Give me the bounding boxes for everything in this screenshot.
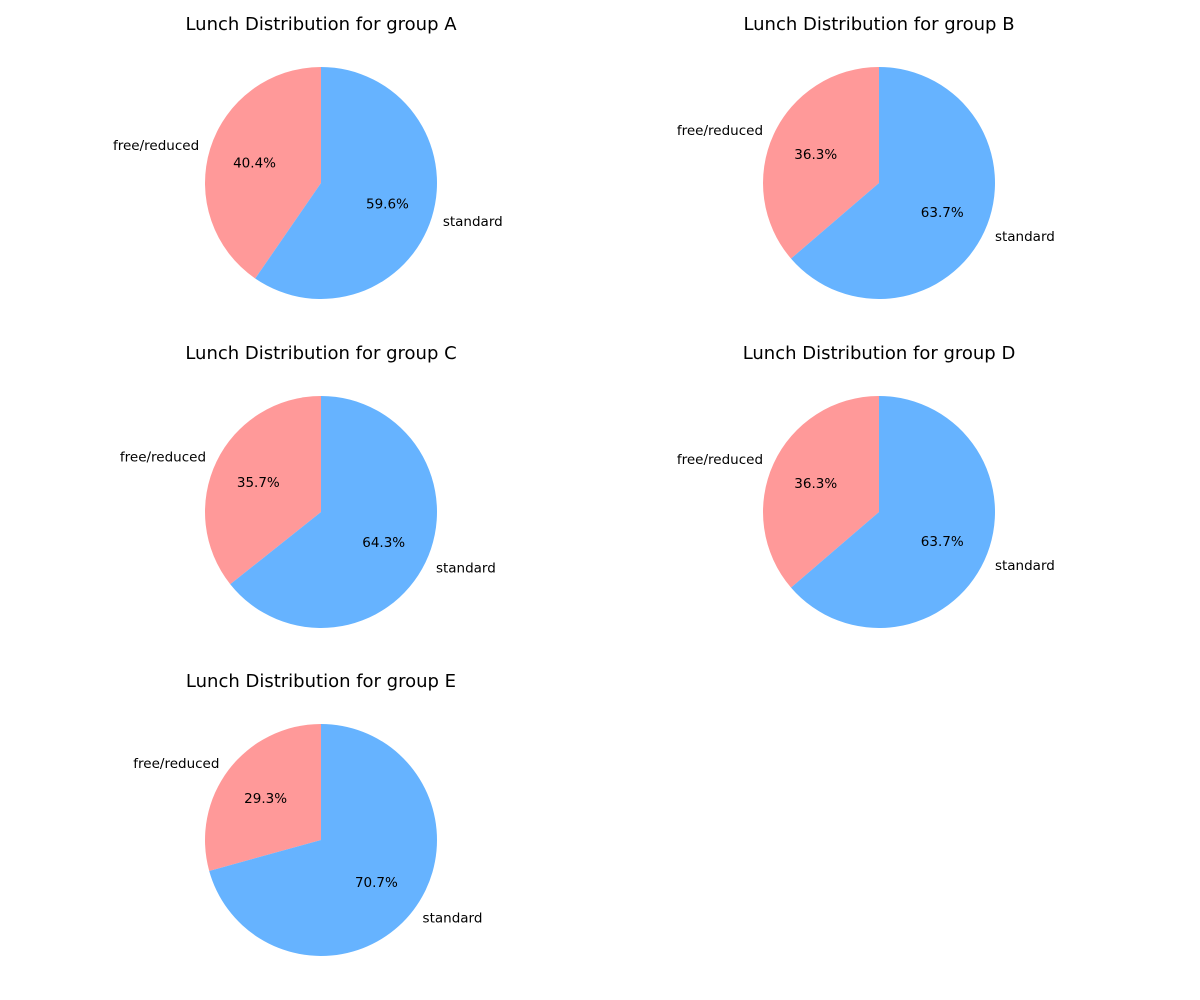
pie-chart-1: Lunch Distribution for group B 36.3% free/… <box>677 14 1055 299</box>
chart-title: Lunch Distribution for group E <box>186 671 456 692</box>
percent-label: 29.3% <box>244 791 287 807</box>
pie-slice-standard <box>791 396 996 629</box>
percent-label: 63.7% <box>921 205 964 221</box>
percent-label: 35.7% <box>237 475 280 491</box>
category-label: free/reduced <box>133 756 219 772</box>
pie-chart-3: Lunch Distribution for group D 36.3% free/… <box>677 343 1055 629</box>
percent-label: 40.4% <box>233 155 276 171</box>
percent-label: 70.7% <box>355 875 398 891</box>
pie-slice-standard <box>791 67 996 299</box>
percent-label: 36.3% <box>794 476 837 492</box>
percent-label: 59.6% <box>366 197 409 213</box>
pie-slice-free-reduced <box>205 396 321 585</box>
pie-chart-4: Lunch Distribution for group E 29.3% free/… <box>133 671 482 956</box>
category-label: free/reduced <box>677 123 763 139</box>
category-label: free/reduced <box>677 452 763 468</box>
category-label: standard <box>995 558 1055 574</box>
chart-title: Lunch Distribution for group B <box>743 14 1014 35</box>
percent-label: 63.7% <box>921 534 964 550</box>
pie-slice-standard <box>209 724 438 956</box>
chart-title: Lunch Distribution for group C <box>185 343 456 364</box>
pie-chart-0: Lunch Distribution for group A 40.4% free/… <box>113 14 503 299</box>
chart-title: Lunch Distribution for group A <box>185 14 457 35</box>
pie-slice-free-reduced <box>205 67 321 279</box>
pie-slice-free-reduced <box>205 724 321 871</box>
pie-slice-free-reduced <box>763 396 879 588</box>
percent-label: 64.3% <box>362 535 405 551</box>
category-label: standard <box>443 214 503 230</box>
pie-slice-standard <box>230 395 438 628</box>
category-label: standard <box>423 910 483 926</box>
pie-slice-free-reduced <box>763 67 879 259</box>
category-label: standard <box>436 560 496 576</box>
pie-chart-2: Lunch Distribution for group C 35.7% free/… <box>120 343 496 628</box>
pie-slice-standard <box>255 67 438 299</box>
category-label: free/reduced <box>120 450 206 466</box>
category-label: standard <box>995 229 1055 245</box>
chart-title: Lunch Distribution for group D <box>743 343 1016 364</box>
category-label: free/reduced <box>113 138 199 154</box>
percent-label: 36.3% <box>794 147 837 163</box>
